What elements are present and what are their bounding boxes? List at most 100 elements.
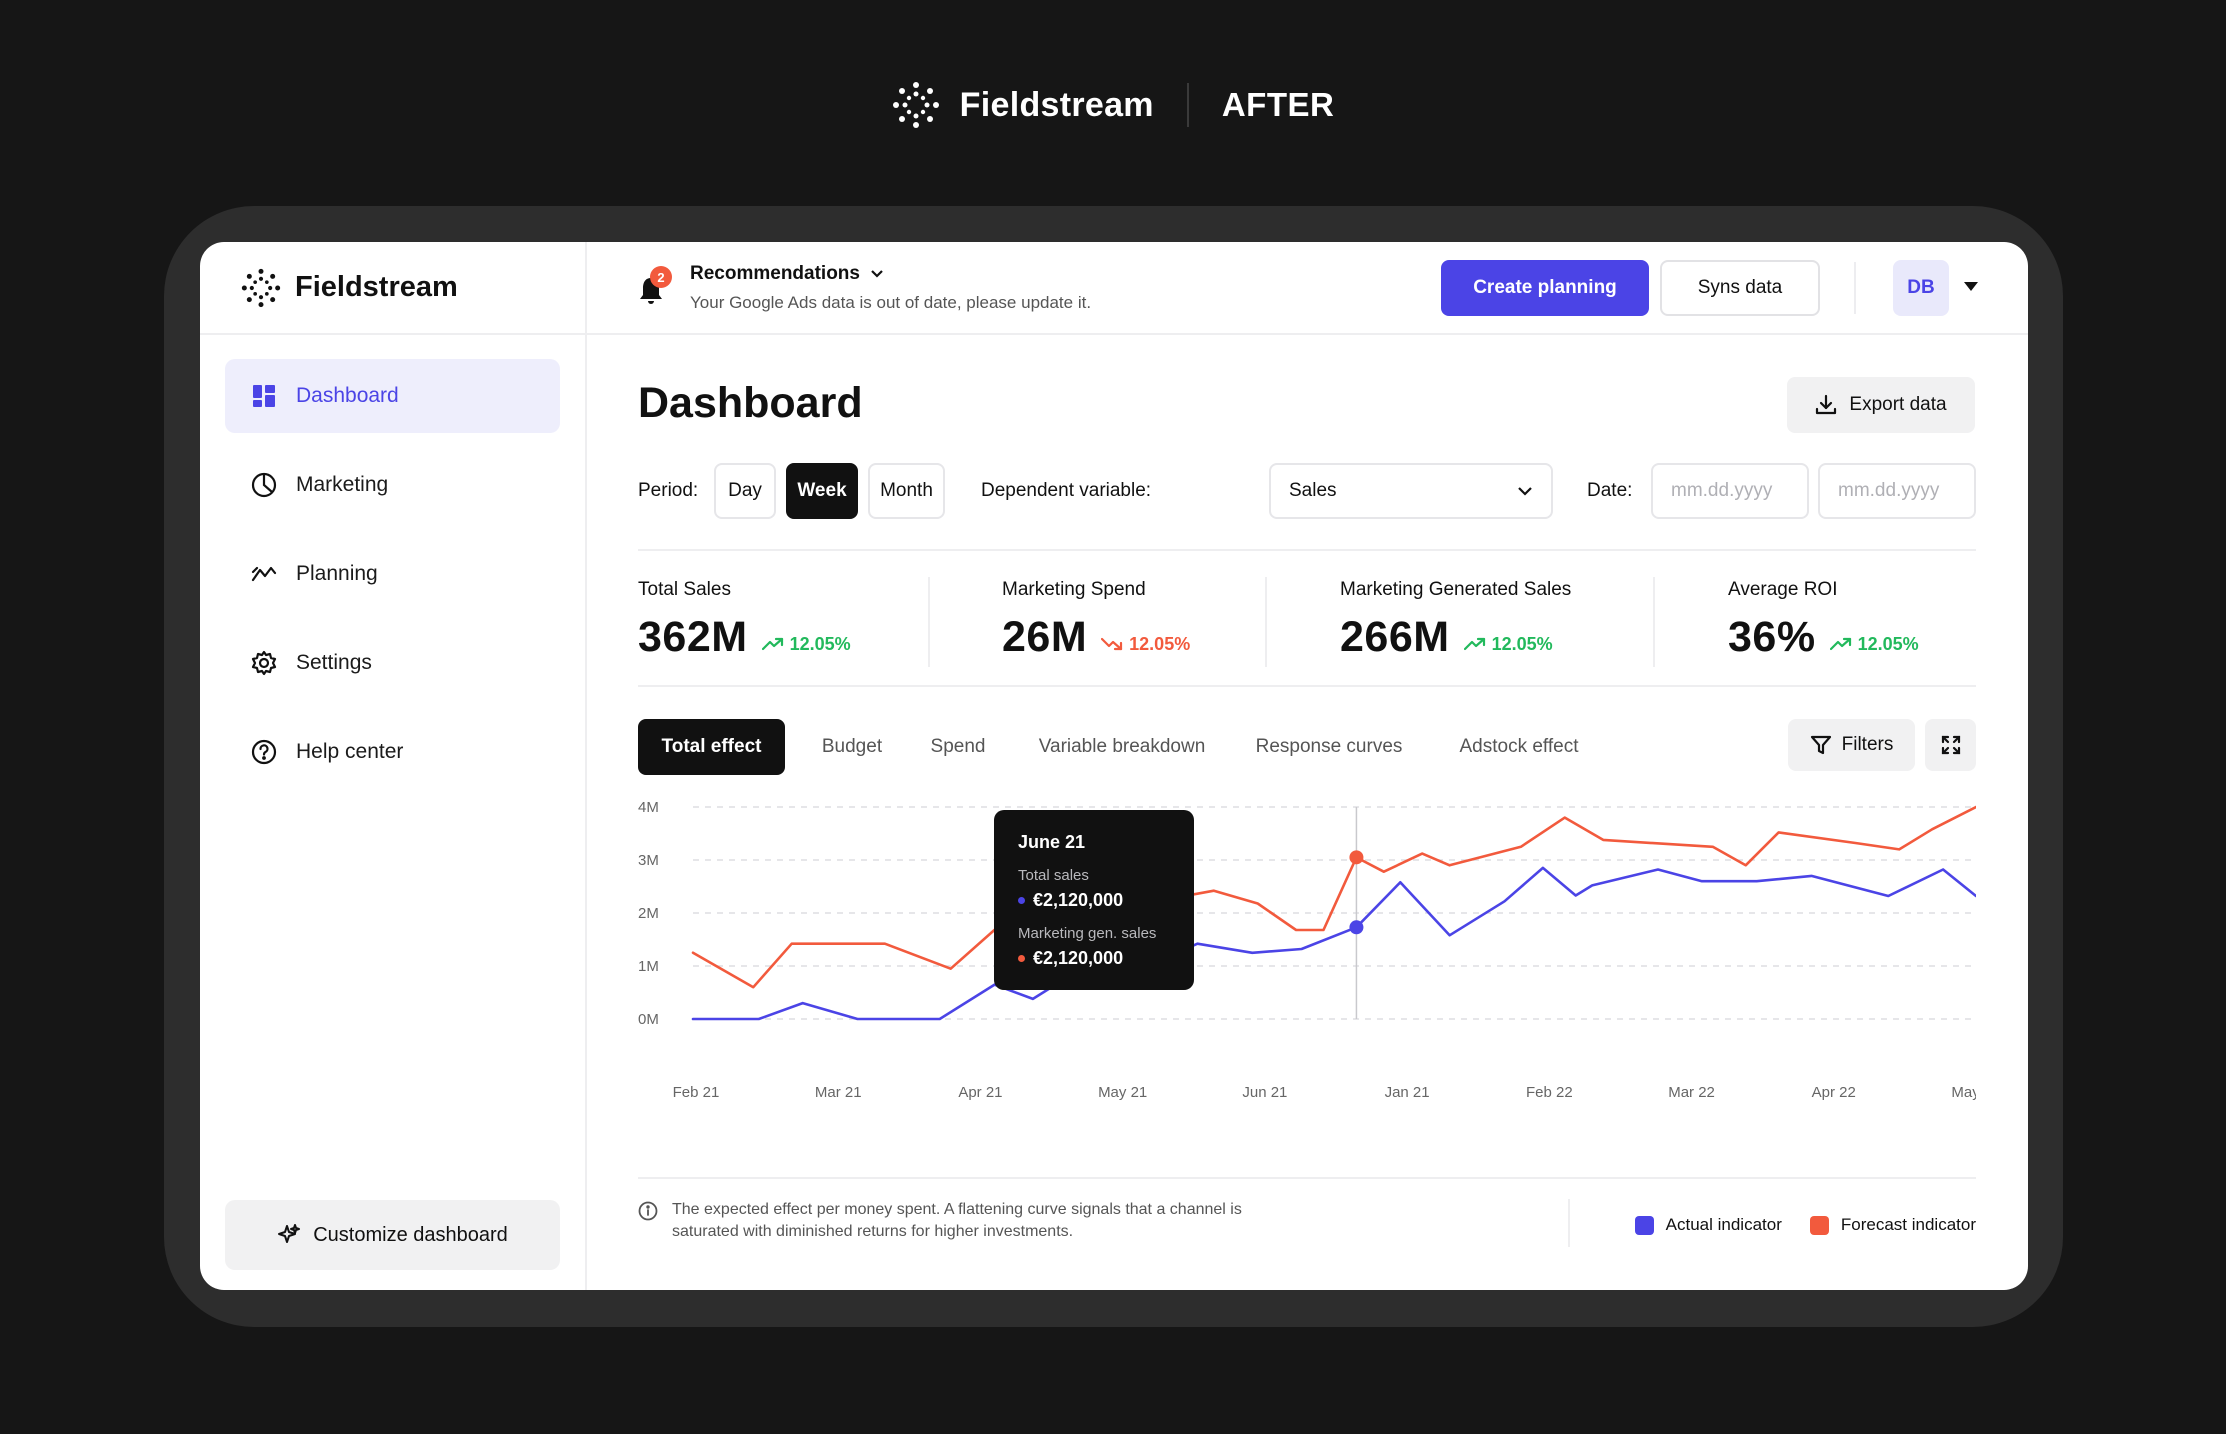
x-tick-label: Jan 21 (1385, 1084, 1430, 1101)
legend-swatch (1809, 1215, 1829, 1235)
sidebar-item-label: Dashboard (296, 384, 399, 407)
tooltip-value-total-sales: €2,120,000 (1018, 890, 1194, 911)
kpi-delta: 12.05% (1101, 634, 1190, 655)
expand-chart-button[interactable] (1925, 719, 1976, 771)
kpi-divider (1265, 577, 1267, 667)
recommendations-dropdown[interactable]: Recommendations (690, 263, 884, 285)
x-tick-label: Jun 21 (1242, 1084, 1287, 1101)
page-title: Dashboard (638, 379, 863, 427)
sidebar-item-label: Settings (296, 651, 372, 674)
kpi-delta-value: 12.05% (1129, 633, 1191, 654)
tab-budget[interactable]: Budget (821, 736, 883, 757)
forecast-series-line (691, 805, 1978, 989)
top-bar: 2 Recommendations Your Google Ads data i… (587, 242, 2028, 335)
period-month-button[interactable]: Month (868, 463, 945, 519)
caret-down-icon[interactable] (1964, 282, 1978, 291)
x-tick-label: Apr 22 (1812, 1084, 1856, 1101)
brand-banner: Fieldstream AFTER (0, 75, 2226, 135)
recommendation-message: Your Google Ads data is out of date, ple… (690, 293, 1092, 312)
footer-divider (1568, 1199, 1570, 1247)
tab-adstock-effect[interactable]: Adstock effect (1459, 736, 1579, 757)
sidebar-item-label: Help center (296, 740, 404, 763)
x-tick-label: Mar 22 (1668, 1084, 1715, 1101)
sync-data-button[interactable]: Syns data (1660, 260, 1820, 316)
kpi-divider (928, 577, 930, 667)
create-planning-button[interactable]: Create planning (1441, 260, 1649, 316)
avatar[interactable]: DB (1893, 260, 1949, 316)
kpi-delta: 12.05% (1463, 633, 1553, 655)
total-effect-chart: 0M 1M 2M 3M 4M Feb 21 Mar 21 Apr 21 May 21 Jun 21… (638, 797, 2001, 1137)
chart-tabs: Total effect Budget Spend Variable break… (638, 719, 1976, 775)
sidebar-item-dashboard[interactable]: Dashboard (225, 359, 560, 433)
legend-label: Actual indicator (1665, 1215, 1782, 1234)
kpi-value: 36% (1728, 613, 1816, 661)
header-divider (1854, 262, 1856, 314)
kpi-delta-value: 12.05% (1857, 633, 1919, 654)
export-data-button[interactable]: Export data (1787, 377, 1975, 433)
chart-legend: Actual indicator Forecast indicator (1634, 1215, 1976, 1235)
fieldstream-logo-icon (241, 268, 281, 307)
tab-response-curves[interactable]: Response curves (1255, 736, 1403, 757)
notification-badge: 2 (650, 266, 672, 288)
dependent-variable-select[interactable]: Sales (1269, 463, 1553, 519)
info-icon (638, 1201, 658, 1221)
sidebar-item-settings[interactable]: Settings (225, 626, 560, 700)
forecast-highlight-point (1349, 850, 1364, 865)
trend-up-icon (761, 637, 783, 651)
sidebar-item-label: Planning (296, 562, 378, 585)
sidebar-logo[interactable]: Fieldstream (200, 242, 585, 335)
kpi-value: 26M (1002, 613, 1088, 661)
sidebar-brand-name: Fieldstream (295, 271, 458, 303)
filters-button[interactable]: Filters (1788, 719, 1915, 771)
tab-spend[interactable]: Spend (930, 736, 986, 757)
gear-icon (250, 649, 278, 677)
tab-total-effect[interactable]: Total effect (638, 719, 785, 775)
filters-label: Filters (1841, 734, 1894, 755)
trend-up-icon (1829, 637, 1851, 651)
kpi-label: Total Sales (638, 579, 731, 600)
legend-actual[interactable]: Actual indicator (1634, 1215, 1782, 1235)
kpi-delta: 12.05% (1829, 633, 1919, 655)
sidebar-item-planning[interactable]: Planning (225, 537, 560, 611)
kpi-delta-value: 12.05% (1491, 633, 1553, 654)
trend-icon (250, 560, 278, 588)
date-label: Date: (1587, 480, 1633, 501)
tab-variable-breakdown[interactable]: Variable breakdown (1038, 736, 1206, 757)
trend-down-icon (1101, 637, 1123, 651)
banner-brand-name: Fieldstream (959, 85, 1154, 124)
chart-note-text: The expected effect per money spent. A f… (672, 1201, 1242, 1240)
forecast-dot-icon (1018, 955, 1025, 962)
recommendations-title: Recommendations (690, 263, 860, 284)
y-tick-label: 3M (638, 852, 659, 869)
chart-footer: The expected effect per money spent. A f… (638, 1177, 1976, 1247)
sidebar-item-help-center[interactable]: Help center (225, 715, 560, 789)
chevron-down-icon (1518, 487, 1532, 496)
expand-icon (1941, 735, 1960, 755)
trend-up-icon (1463, 637, 1485, 651)
sidebar-nav: Dashboard Marketing Planning Settings (200, 335, 585, 789)
period-day-button[interactable]: Day (714, 463, 776, 519)
kpi-delta-value: 12.05% (789, 633, 851, 654)
chart-tooltip: June 21 Total sales €2,120,000 Marketing… (994, 810, 1194, 990)
dependent-variable-label: Dependent variable: (981, 480, 1152, 501)
sidebar-item-marketing[interactable]: Marketing (225, 448, 560, 522)
main-content: Dashboard Export data Period: Day Week M… (587, 335, 2028, 1290)
date-to-input[interactable]: mm.dd.yyyy (1818, 463, 1976, 519)
sidebar: Fieldstream Dashboard Marketing Planning (200, 242, 587, 1290)
date-from-input[interactable]: mm.dd.yyyy (1651, 463, 1809, 519)
kpi-label: Marketing Spend (1002, 579, 1146, 600)
legend-forecast[interactable]: Forecast indicator (1809, 1215, 1976, 1235)
kpi-marketing-spend: Marketing Spend 26M 12.05% (1002, 579, 1190, 662)
x-tick-label: Apr 21 (958, 1084, 1002, 1101)
period-week-button[interactable]: Week (786, 463, 858, 519)
customize-dashboard-button[interactable]: Customize dashboard (225, 1200, 560, 1270)
notification-bell[interactable]: 2 (638, 266, 672, 306)
kpi-label: Average ROI (1728, 579, 1838, 600)
filter-icon (1810, 735, 1831, 755)
kpi-average-roi: Average ROI 36% 12.05% (1728, 579, 1919, 662)
kpi-label: Marketing Generated Sales (1340, 579, 1572, 600)
tooltip-title: June 21 (1018, 832, 1086, 852)
customize-label: Customize dashboard (313, 1223, 508, 1246)
banner-tag: AFTER (1221, 86, 1335, 123)
kpi-delta: 12.05% (761, 633, 851, 655)
